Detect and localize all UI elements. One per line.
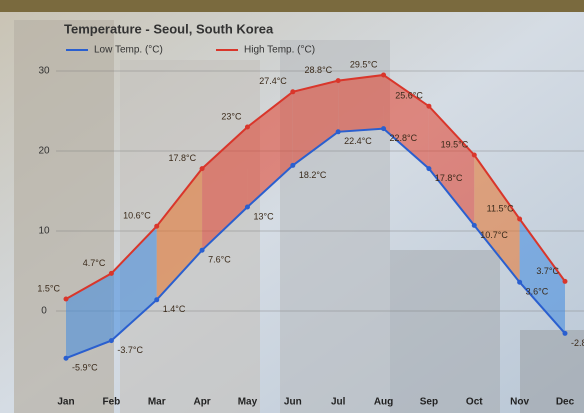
legend-label: Low Temp. (°C) bbox=[94, 45, 163, 56]
x-tick-label: Dec bbox=[556, 397, 575, 408]
data-label: 7.6°C bbox=[208, 255, 231, 265]
point bbox=[290, 162, 296, 168]
range-fill bbox=[247, 91, 293, 207]
range-fill bbox=[156, 168, 203, 300]
point bbox=[290, 89, 296, 95]
x-tick-label: Feb bbox=[102, 397, 120, 408]
data-label: 11.5°C bbox=[487, 203, 514, 213]
point bbox=[244, 204, 250, 210]
data-label: -5.9°C bbox=[72, 363, 98, 373]
x-tick-label: Jul bbox=[331, 397, 346, 408]
point bbox=[199, 247, 205, 253]
point bbox=[381, 126, 387, 132]
range-fill bbox=[519, 219, 565, 334]
point bbox=[426, 103, 432, 109]
legend: Low Temp. (°C) High Temp. (°C) bbox=[66, 45, 315, 56]
data-label: 23°C bbox=[221, 111, 242, 121]
point bbox=[199, 166, 205, 172]
point bbox=[381, 72, 387, 78]
data-label: 29.5°C bbox=[350, 59, 378, 69]
point bbox=[63, 355, 69, 361]
data-label: 17.8°C bbox=[168, 153, 196, 163]
range-fill bbox=[66, 273, 112, 359]
point bbox=[335, 78, 341, 84]
chart-title: Temperature - Seoul, South Korea bbox=[64, 21, 274, 36]
y-tick-label: 10 bbox=[38, 226, 50, 237]
x-tick-label: Sep bbox=[420, 397, 438, 408]
data-label: 13°C bbox=[253, 211, 274, 221]
data-label: 25.6°C bbox=[395, 91, 423, 101]
data-label: 1.4°C bbox=[163, 304, 186, 314]
data-label: -2.8°C bbox=[571, 338, 584, 348]
series-line bbox=[65, 73, 566, 300]
data-label: 22.4°C bbox=[344, 136, 372, 146]
data-label: 1.5°C bbox=[37, 283, 60, 293]
x-tick-label: Nov bbox=[510, 397, 529, 408]
point bbox=[426, 166, 432, 172]
y-tick-label: 30 bbox=[38, 66, 50, 77]
data-label: 22.8°C bbox=[390, 133, 418, 143]
range-fill bbox=[292, 80, 339, 166]
point bbox=[244, 124, 250, 130]
point bbox=[517, 216, 523, 222]
point bbox=[471, 152, 477, 158]
legend-label: High Temp. (°C) bbox=[244, 45, 315, 56]
photo-top bbox=[0, 0, 584, 12]
x-tick-label: Oct bbox=[466, 397, 483, 408]
data-label: 28.8°C bbox=[305, 65, 333, 75]
y-tick-label: 20 bbox=[38, 146, 50, 157]
x-tick-label: Jan bbox=[57, 397, 74, 408]
x-tick-label: May bbox=[238, 397, 258, 408]
building bbox=[14, 20, 114, 413]
data-label: 3.7°C bbox=[536, 266, 559, 276]
data-label: 10.6°C bbox=[123, 211, 151, 221]
data-label: -3.7°C bbox=[117, 345, 143, 355]
point bbox=[517, 279, 523, 285]
point bbox=[562, 278, 568, 284]
x-tick-label: Mar bbox=[148, 397, 166, 408]
point bbox=[471, 222, 477, 228]
building bbox=[520, 330, 584, 413]
data-label: 4.7°C bbox=[83, 258, 106, 268]
building bbox=[390, 250, 500, 413]
range-fill bbox=[428, 106, 475, 226]
series-line bbox=[65, 127, 566, 360]
x-tick-label: Apr bbox=[193, 397, 210, 408]
range-fill bbox=[338, 75, 384, 132]
data-label: 17.8°C bbox=[435, 173, 463, 183]
point bbox=[335, 129, 341, 135]
point bbox=[108, 270, 114, 276]
data-label: 19.5°C bbox=[441, 139, 469, 149]
point bbox=[154, 223, 160, 229]
range-fill bbox=[474, 155, 520, 283]
data-label: 3.6°C bbox=[526, 287, 549, 297]
x-tick-label: Aug bbox=[374, 397, 393, 408]
range-fill bbox=[202, 127, 248, 251]
x-tick-label: Jun bbox=[284, 397, 302, 408]
data-label: 27.4°C bbox=[259, 76, 287, 86]
data-label: 10.7°C bbox=[480, 230, 508, 240]
point bbox=[63, 296, 69, 302]
range-fill bbox=[111, 226, 157, 341]
point bbox=[154, 297, 160, 303]
data-label: 18.2°C bbox=[299, 170, 327, 180]
y-tick-label: 0 bbox=[41, 306, 47, 317]
point bbox=[108, 338, 114, 344]
point bbox=[562, 330, 568, 336]
